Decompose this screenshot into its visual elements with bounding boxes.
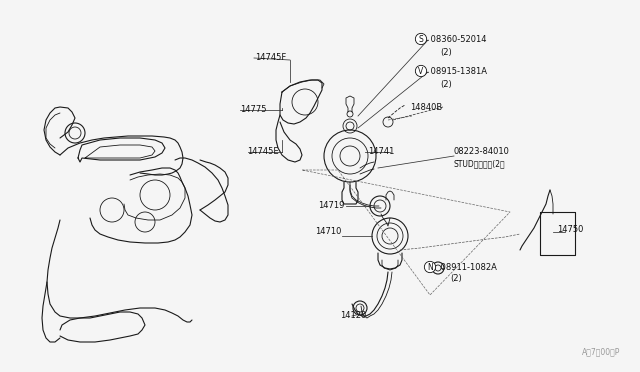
Text: (2): (2) — [440, 48, 452, 57]
Text: N: N — [427, 263, 433, 272]
Text: 14719: 14719 — [318, 202, 344, 211]
Text: V: V — [419, 67, 424, 76]
Text: 14745E: 14745E — [247, 148, 278, 157]
Text: 14750: 14750 — [557, 225, 584, 234]
Text: 14120: 14120 — [340, 311, 366, 321]
Text: 14745F: 14745F — [255, 54, 286, 62]
Text: 14775: 14775 — [240, 106, 266, 115]
Text: STUDスタッド(2）: STUDスタッド(2） — [454, 160, 506, 169]
Text: S: S — [419, 35, 424, 44]
Text: 08915-1381A: 08915-1381A — [428, 67, 487, 76]
Text: A・7）00・P: A・7）00・P — [582, 347, 620, 356]
Text: (2): (2) — [440, 80, 452, 89]
Text: 08911-1082A: 08911-1082A — [438, 263, 497, 272]
Text: 14840B: 14840B — [410, 103, 442, 112]
Text: (2): (2) — [450, 275, 461, 283]
Text: 14710: 14710 — [315, 228, 341, 237]
Text: 08360-52014: 08360-52014 — [428, 35, 486, 44]
Text: 08223-84010: 08223-84010 — [454, 148, 510, 157]
Text: 14741: 14741 — [368, 148, 394, 157]
